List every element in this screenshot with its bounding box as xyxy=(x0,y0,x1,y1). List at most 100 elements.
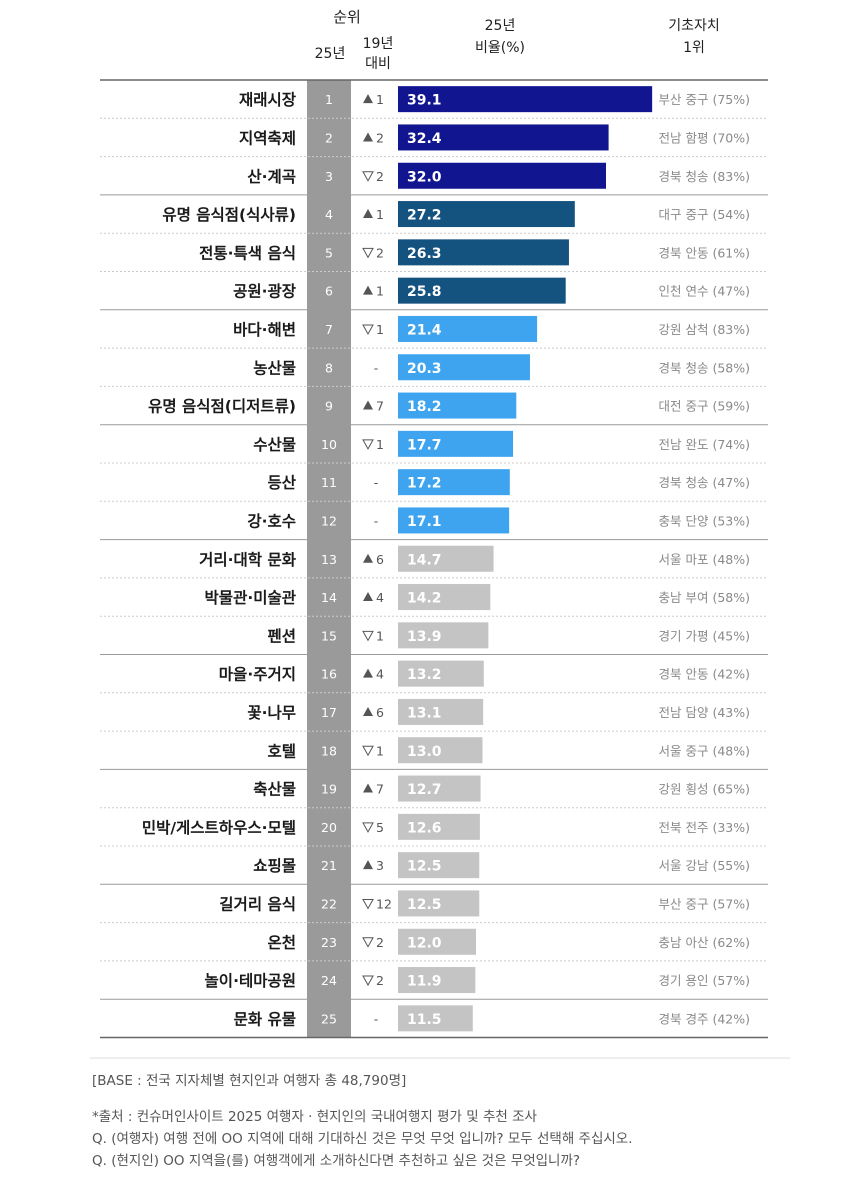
top-region: 대전 중구 (59%) xyxy=(659,399,750,414)
rank-down-icon xyxy=(362,439,374,450)
rank-number: 12 xyxy=(321,513,337,528)
table-row: 유명 음식점(식사류) 4 1 27.2 대구 중구 (54%) xyxy=(100,194,768,228)
table-row: 민박/게스트하우스·모텔 20 5 12.6 전북 전주 (33%) xyxy=(100,807,768,840)
rank-change: 2 xyxy=(376,245,384,260)
rank-number: 14 xyxy=(321,590,337,605)
bar xyxy=(398,430,514,457)
top-region: 대구 중구 (54%) xyxy=(659,207,750,222)
rank-up-icon xyxy=(363,592,373,602)
table-row: 산·계곡 3 2 32.0 경북 청송 (83%) xyxy=(100,156,768,189)
bar-value-label: 13.1 xyxy=(407,705,442,721)
table-row: 지역축제 2 2 32.4 전남 함평 (70%) xyxy=(100,117,768,151)
top-region: 경북 안동 (42%) xyxy=(659,667,750,682)
header-top-line2: 1위 xyxy=(683,40,705,56)
bar xyxy=(398,545,494,572)
header-rank: 순위 xyxy=(333,8,361,26)
rank-change: 1 xyxy=(376,437,384,452)
rank-down-icon xyxy=(362,745,374,757)
row-label: 꽃·나무 xyxy=(247,704,296,722)
bar xyxy=(398,1005,473,1032)
bar-value-label: 14.7 xyxy=(407,552,442,568)
rank-number: 19 xyxy=(321,782,337,797)
rank-change: 1 xyxy=(376,92,384,107)
bar-value-label: 13.0 xyxy=(407,744,442,760)
row-label: 호텔 xyxy=(267,741,296,760)
bar-value-label: 11.9 xyxy=(407,974,442,990)
table-row: 마을·주거지 16 4 13.2 경북 안동 (42%) xyxy=(100,654,768,687)
question-local: Q. (현지인) OO 지역을(를) 여행객에게 소개하신다면 추천하고 싶은 … xyxy=(92,1153,581,1169)
bar xyxy=(398,928,476,955)
rank-number: 3 xyxy=(325,169,333,184)
rank-change: 2 xyxy=(376,935,384,950)
bar-value-label: 17.7 xyxy=(407,437,442,453)
rank-change: - xyxy=(374,513,379,528)
rank-up-icon xyxy=(363,400,373,410)
bar xyxy=(398,852,480,879)
rank-change: 1 xyxy=(376,743,384,758)
rank-column xyxy=(307,80,351,1038)
rank-up-icon xyxy=(363,209,373,219)
rank-down-icon xyxy=(362,975,374,987)
rank-number: 23 xyxy=(321,935,337,950)
rank-number: 22 xyxy=(321,896,337,911)
rank-number: 15 xyxy=(321,628,337,643)
rank-up-icon xyxy=(363,285,373,295)
bar xyxy=(398,277,566,304)
bar-value-label: 25.8 xyxy=(407,284,442,300)
table-row: 바다·해변 7 1 21.4 강원 삼척 (83%) xyxy=(100,309,768,342)
row-label: 농산물 xyxy=(253,359,296,377)
rank-change: 1 xyxy=(376,322,384,337)
table-row: 꽃·나무 17 6 13.1 전남 담양 (43%) xyxy=(100,692,768,725)
top-region: 서울 마포 (48%) xyxy=(659,552,750,567)
rank-up-icon xyxy=(363,94,373,104)
bar xyxy=(398,775,481,802)
rank-down-icon xyxy=(362,324,374,335)
top-region: 충남 아산 (62%) xyxy=(659,935,750,950)
bar xyxy=(398,507,510,534)
rank-number: 1 xyxy=(325,92,333,107)
rank-down-icon xyxy=(362,630,374,642)
table-row: 전통·특색 음식 5 2 26.3 경북 안동 (61%) xyxy=(100,232,768,266)
top-region: 전남 담양 (43%) xyxy=(659,705,750,720)
table-row: 놀이·테마공원 24 2 11.9 경기 용인 (57%) xyxy=(100,960,768,994)
rank-up-icon xyxy=(363,706,373,716)
bar xyxy=(398,201,575,228)
rank-change: 4 xyxy=(376,667,384,682)
top-region: 경북 청송 (83%) xyxy=(659,169,750,184)
top-region: 경기 용인 (57%) xyxy=(659,973,750,988)
top-region: 전남 함평 (70%) xyxy=(659,130,750,145)
ranking-chart: 순위 25년 19년 대비 25년 비율(%) 기초자치 1위 재래시장 1 1 39… xyxy=(90,8,790,1059)
table-row: 거리·대학 문화 13 6 14.7 서울 마포 (48%) xyxy=(100,539,768,572)
bar-value-label: 26.3 xyxy=(407,246,442,262)
top-region: 서울 강남 (55%) xyxy=(659,858,750,873)
rank-change: 1 xyxy=(376,207,384,222)
rank-number: 24 xyxy=(321,973,337,988)
top-region: 부산 중구 (57%) xyxy=(659,896,750,911)
source-note: *출처 : 컨슈머인사이트 2025 여행자 · 현지인의 국내여행지 평가 및… xyxy=(92,1109,537,1125)
table-row: 공원·광장 6 1 25.8 인천 연수 (47%) xyxy=(100,271,768,304)
bar-value-label: 18.2 xyxy=(407,399,442,415)
bar xyxy=(398,737,483,764)
rank-up-icon xyxy=(363,860,373,870)
row-label: 쇼핑몰 xyxy=(253,857,296,875)
row-label: 재래시장 xyxy=(239,91,297,109)
chart-header: 순위 25년 19년 대비 25년 비율(%) 기초자치 1위 xyxy=(315,8,720,72)
bar-value-label: 12.5 xyxy=(407,859,442,875)
row-label: 전통·특색 음식 xyxy=(199,244,296,262)
rank-number: 5 xyxy=(325,245,333,260)
top-region: 경북 청송 (47%) xyxy=(659,475,750,490)
rank-change: 7 xyxy=(376,782,384,797)
bar-value-label: 12.0 xyxy=(407,935,442,951)
bar-value-label: 12.5 xyxy=(407,897,442,913)
rank-up-icon xyxy=(363,553,373,563)
chart-rows: 재래시장 1 1 39.1 부산 중구 (75%)지역축제 2 2 32.4 전남 함평 (70… xyxy=(90,79,790,1059)
rank-change: 5 xyxy=(376,820,384,835)
row-label: 강·호수 xyxy=(247,512,296,530)
rank-change: 12 xyxy=(376,896,392,911)
rank-change: 2 xyxy=(376,973,384,988)
row-label: 지역축제 xyxy=(239,129,296,147)
rank-number: 18 xyxy=(321,743,337,758)
bar-value-label: 12.6 xyxy=(407,820,442,836)
bar xyxy=(398,469,510,496)
table-row: 축산물 19 7 12.7 강원 횡성 (65%) xyxy=(100,768,768,802)
